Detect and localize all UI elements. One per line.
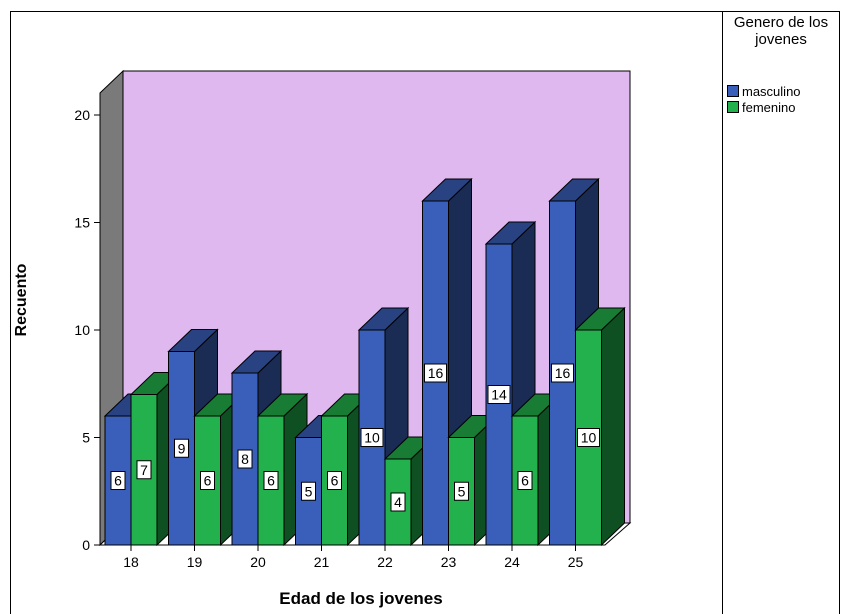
data-label: 6	[267, 473, 275, 489]
data-label: 6	[521, 473, 529, 489]
data-label-box	[424, 363, 447, 383]
legend-label-femenino: femenino	[742, 99, 796, 115]
data-label-box	[136, 460, 152, 480]
x-tick-label: 25	[568, 554, 584, 570]
x-tick-label: 21	[314, 554, 330, 570]
x-tick-label: 18	[123, 554, 139, 570]
data-label-box	[454, 481, 469, 501]
y-tick-label: 5	[82, 430, 90, 446]
data-label: 10	[364, 430, 380, 446]
data-label-box	[360, 428, 384, 447]
legend-swatch-femenino	[727, 101, 739, 113]
legend-divider	[722, 11, 723, 614]
data-label: 6	[114, 473, 122, 489]
x-tick-label: 19	[187, 554, 203, 570]
y-axis-label: Recuento	[13, 263, 30, 337]
data-label-box	[174, 438, 189, 458]
legend-label-masculino: masculino	[742, 83, 801, 99]
data-label: 6	[331, 473, 339, 489]
legend-swatch-masculino	[727, 85, 739, 97]
data-label: 5	[458, 483, 466, 499]
data-label-box	[487, 385, 511, 404]
x-tick-label: 22	[377, 554, 393, 570]
data-label: 6	[204, 473, 212, 489]
data-label: 8	[241, 451, 249, 467]
data-label-box	[517, 471, 533, 490]
legend-item-femenino: femenino	[727, 99, 796, 115]
legend-title: Genero de los jovenes	[733, 14, 829, 48]
data-label-box	[263, 471, 279, 490]
x-tick-label: 23	[441, 554, 457, 570]
y-tick-label: 0	[82, 537, 90, 553]
data-label: 9	[178, 440, 186, 456]
data-label-box	[110, 471, 126, 490]
y-tick-label: 20	[74, 107, 90, 123]
data-label-box	[577, 428, 600, 447]
data-label: 16	[428, 365, 444, 381]
data-label: 7	[140, 462, 148, 478]
data-label-box	[390, 492, 406, 512]
data-label: 16	[555, 365, 571, 381]
data-label: 10	[581, 430, 597, 446]
data-label-box	[237, 449, 253, 469]
data-label: 14	[491, 387, 507, 403]
data-label: 5	[305, 483, 313, 499]
data-label-box	[200, 471, 215, 490]
x-tick-label: 24	[504, 554, 520, 570]
x-tick-label: 20	[250, 554, 266, 570]
y-tick-label: 15	[74, 215, 90, 231]
data-label-box	[327, 471, 342, 490]
y-tick-label: 10	[74, 322, 90, 338]
legend-item-masculino: masculino	[727, 83, 801, 99]
data-label: 4	[394, 494, 402, 510]
data-label-box	[551, 363, 574, 383]
data-label-box	[301, 481, 316, 501]
bar-side-femenino	[601, 306, 625, 547]
x-axis-label: Edad de los jovenes	[279, 589, 443, 608]
chart-frame	[10, 11, 840, 614]
